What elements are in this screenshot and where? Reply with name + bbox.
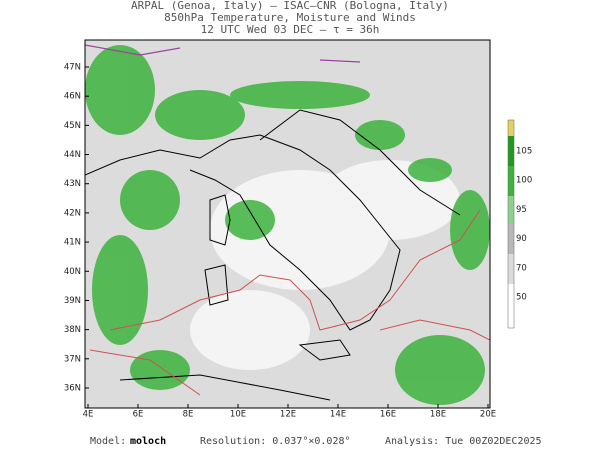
lat-label: 36N bbox=[64, 383, 81, 393]
lat-label: 39N bbox=[64, 296, 81, 306]
lat-label: 43N bbox=[64, 179, 81, 189]
lat-label: 41N bbox=[64, 238, 81, 248]
lat-label: 38N bbox=[64, 325, 81, 335]
lat-label: 42N bbox=[64, 208, 81, 218]
colorbar-label: 50 bbox=[516, 293, 527, 303]
footer-model: moloch bbox=[130, 436, 166, 447]
lon-label: 14E bbox=[330, 410, 346, 420]
footer-analysis: Analysis: Tue 00Z02DEC2025 bbox=[385, 436, 542, 447]
contour bbox=[85, 44, 361, 63]
lat-label: 47N bbox=[64, 63, 81, 73]
colorbar-label: 70 bbox=[516, 263, 527, 273]
header-line: 850hPa Temperature, Moisture and Winds bbox=[164, 11, 416, 24]
footer-resolution: Resolution: 0.037°×0.028° bbox=[200, 436, 351, 447]
lon-label: 10E bbox=[230, 410, 246, 420]
lat-label: 45N bbox=[64, 121, 81, 131]
colorbar-bin bbox=[508, 120, 514, 136]
colorbar-bin bbox=[508, 196, 514, 224]
colorbar-bin bbox=[508, 224, 514, 254]
colorbar-label: 90 bbox=[516, 234, 527, 244]
isotherm bbox=[89, 209, 490, 396]
lon-label: 6E bbox=[133, 410, 144, 420]
lat-label: 37N bbox=[64, 354, 81, 364]
footer-model-label: Model: bbox=[90, 436, 126, 447]
lon-label: 18E bbox=[430, 410, 446, 420]
lon-label: 12E bbox=[280, 410, 296, 420]
lon-label: 4E bbox=[83, 410, 94, 420]
colorbar-bin bbox=[508, 254, 514, 284]
lon-label: 20E bbox=[480, 410, 496, 420]
lat-label: 40N bbox=[64, 267, 81, 277]
colorbar-label: 105 bbox=[516, 147, 532, 157]
colorbar-bin bbox=[508, 284, 514, 328]
colorbar-label: 95 bbox=[516, 205, 527, 215]
lon-label: 16E bbox=[380, 410, 396, 420]
colorbar bbox=[507, 119, 515, 329]
lon-label: 8E bbox=[183, 410, 194, 420]
map bbox=[84, 39, 491, 409]
colorbar-label: 100 bbox=[516, 176, 532, 186]
header-line: 12 UTC Wed 03 DEC – τ = 36h bbox=[201, 23, 380, 36]
header-line: ARPAL (Genoa, Italy) – ISAC–CNR (Bologna… bbox=[131, 0, 449, 12]
colorbar-bin bbox=[508, 136, 514, 166]
colorbar-frame bbox=[507, 119, 515, 329]
colorbar-bin bbox=[508, 166, 514, 196]
lat-label: 46N bbox=[64, 92, 81, 102]
coastline bbox=[85, 109, 461, 401]
moist-area bbox=[85, 45, 490, 405]
lat-label: 44N bbox=[64, 150, 81, 160]
